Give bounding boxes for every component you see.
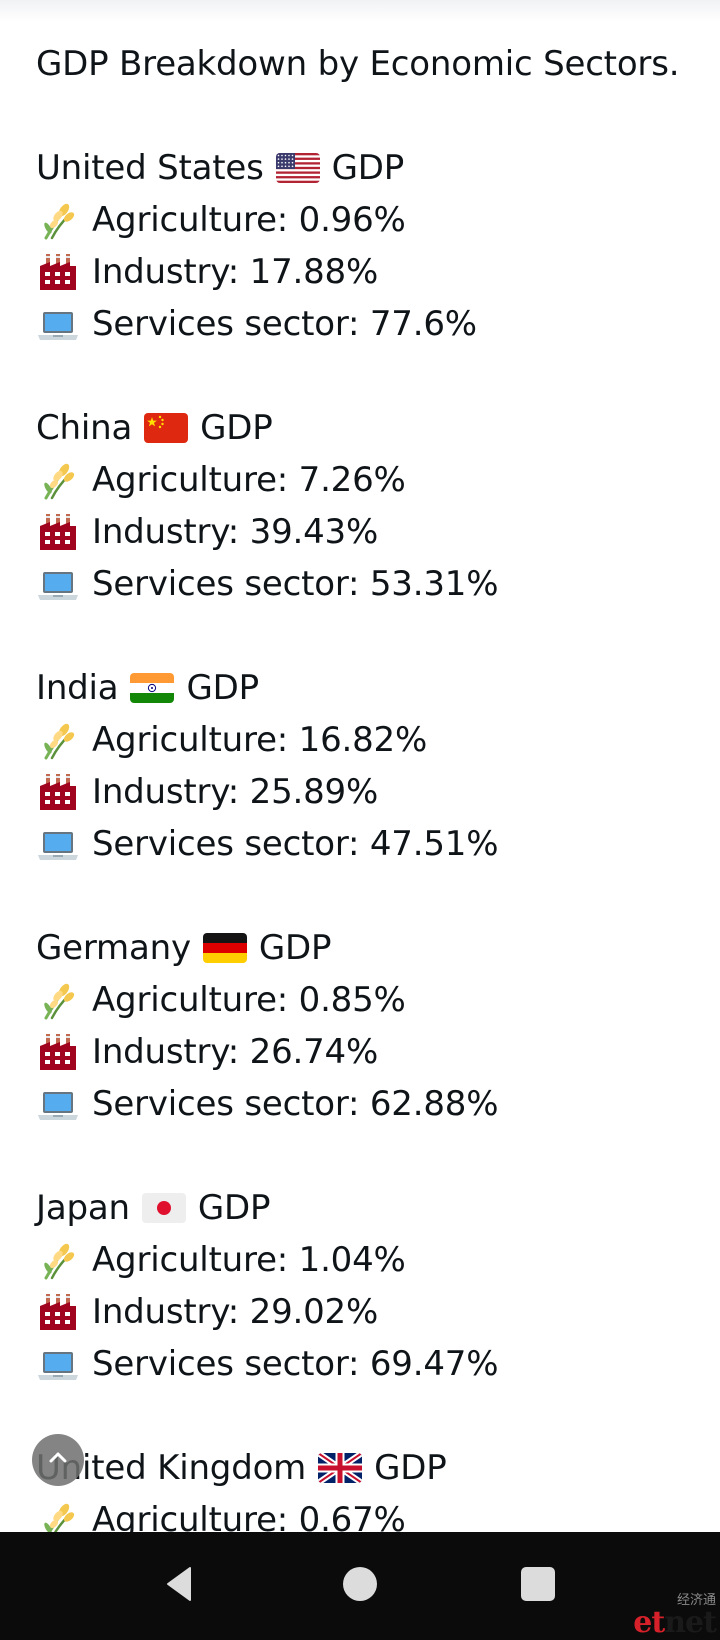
sheaf-of-rice-icon: [36, 1240, 80, 1280]
china-flag: [144, 413, 189, 443]
country-gdp-label: GDP: [331, 148, 405, 188]
country-name: India: [36, 668, 119, 708]
laptop-icon: [36, 1084, 80, 1124]
sector-line: Agriculture: 0.85%: [36, 974, 696, 1026]
etnet-watermark: 经济通 etnet: [633, 1593, 717, 1640]
sheaf-of-rice-icon: [36, 200, 80, 240]
sector-line: Services sector: 53.31%: [36, 558, 696, 610]
country-name: Japan: [36, 1188, 130, 1228]
sector-line: Agriculture: 0.96%: [36, 194, 696, 246]
sector-line: Industry: 17.88%: [36, 246, 696, 298]
sector-text: Services sector: 62.88%: [92, 1084, 499, 1124]
country-gdp-label: GDP: [258, 928, 332, 968]
sheaf-of-rice-icon: [36, 460, 80, 500]
sheaf-of-rice-icon: [36, 980, 80, 1020]
watermark-chinese: 经济通: [676, 1593, 716, 1608]
watermark-logo-net: net: [664, 1605, 717, 1640]
watermark-logo-et: et: [633, 1605, 665, 1640]
sector-text: Industry: 29.02%: [92, 1292, 379, 1332]
sector-text: Agriculture: 0.96%: [92, 200, 406, 240]
sector-line: Services sector: 62.88%: [36, 1078, 696, 1130]
blank-line: [36, 90, 696, 142]
blank-line: [36, 1390, 696, 1442]
factory-icon: [36, 512, 80, 552]
sector-line: Agriculture: 16.82%: [36, 714, 696, 766]
sector-text: Industry: 26.74%: [92, 1032, 379, 1072]
sector-line: Services sector: 69.47%: [36, 1338, 696, 1390]
sector-line: Services sector: 47.51%: [36, 818, 696, 870]
sector-text: Services sector: 47.51%: [92, 824, 499, 864]
country-name: United States: [36, 148, 264, 188]
uk-flag: [318, 1453, 363, 1483]
scroll-to-top-button[interactable]: [32, 1434, 84, 1486]
blank-line: [36, 1130, 696, 1182]
country-name: Germany: [36, 928, 191, 968]
laptop-icon: [36, 824, 80, 864]
sector-line: Industry: 39.43%: [36, 506, 696, 558]
country-heading: China GDP: [36, 402, 696, 454]
country-heading: India GDP: [36, 662, 696, 714]
post-content: GDP Breakdown by Economic Sectors. Unite…: [36, 38, 696, 1546]
laptop-icon: [36, 564, 80, 604]
india-flag: [130, 673, 175, 703]
post-title: GDP Breakdown by Economic Sectors.: [36, 44, 680, 84]
sector-text: Industry: 25.89%: [92, 772, 379, 812]
factory-icon: [36, 252, 80, 292]
country-gdp-label: GDP: [200, 408, 273, 448]
sector-text: Industry: 17.88%: [92, 252, 379, 292]
blank-line: [36, 350, 696, 402]
system-navigation-bar: 经济通 etnet: [0, 1532, 720, 1640]
blank-line: [36, 610, 696, 662]
sector-line: Agriculture: 7.26%: [36, 454, 696, 506]
sector-text: Services sector: 53.31%: [92, 564, 499, 604]
watermark-logo: etnet: [633, 1605, 717, 1640]
sector-text: Agriculture: 0.85%: [92, 980, 406, 1020]
top-fade: [0, 0, 720, 22]
country-gdp-label: GDP: [197, 1188, 271, 1228]
sector-text: Agriculture: 16.82%: [92, 720, 428, 760]
home-circle-icon: [340, 1564, 380, 1608]
country-gdp-label: GDP: [374, 1448, 447, 1488]
recents-square-icon: [518, 1564, 558, 1608]
back-button[interactable]: [152, 1558, 208, 1614]
country-name: China: [36, 408, 133, 448]
country-heading: United Kingdom GDP: [36, 1442, 696, 1494]
germany-flag: [202, 933, 247, 963]
sector-text: Agriculture: 1.04%: [92, 1240, 406, 1280]
sector-line: Industry: 26.74%: [36, 1026, 696, 1078]
country-heading: Germany GDP: [36, 922, 696, 974]
sector-line: Industry: 25.89%: [36, 766, 696, 818]
sector-text: Industry: 39.43%: [92, 512, 379, 552]
home-button[interactable]: [332, 1558, 388, 1614]
sector-line: Agriculture: 1.04%: [36, 1234, 696, 1286]
sheaf-of-rice-icon: [36, 720, 80, 760]
sector-line: Services sector: 77.6%: [36, 298, 696, 350]
country-heading: United States GDP: [36, 142, 696, 194]
chevron-up-icon: [45, 1445, 71, 1475]
factory-icon: [36, 1292, 80, 1332]
back-triangle-icon: [160, 1564, 200, 1608]
blank-line: [36, 870, 696, 922]
sector-line: Industry: 29.02%: [36, 1286, 696, 1338]
sector-text: Services sector: 77.6%: [92, 304, 477, 344]
country-gdp-label: GDP: [186, 668, 259, 708]
japan-flag: [141, 1193, 186, 1223]
sector-text: Agriculture: 7.26%: [92, 460, 406, 500]
laptop-icon: [36, 1344, 80, 1384]
sector-text: Services sector: 69.47%: [92, 1344, 499, 1384]
country-heading: Japan GDP: [36, 1182, 696, 1234]
factory-icon: [36, 1032, 80, 1072]
recents-button[interactable]: [510, 1558, 566, 1614]
factory-icon: [36, 772, 80, 812]
laptop-icon: [36, 304, 80, 344]
us-flag: [275, 153, 320, 183]
